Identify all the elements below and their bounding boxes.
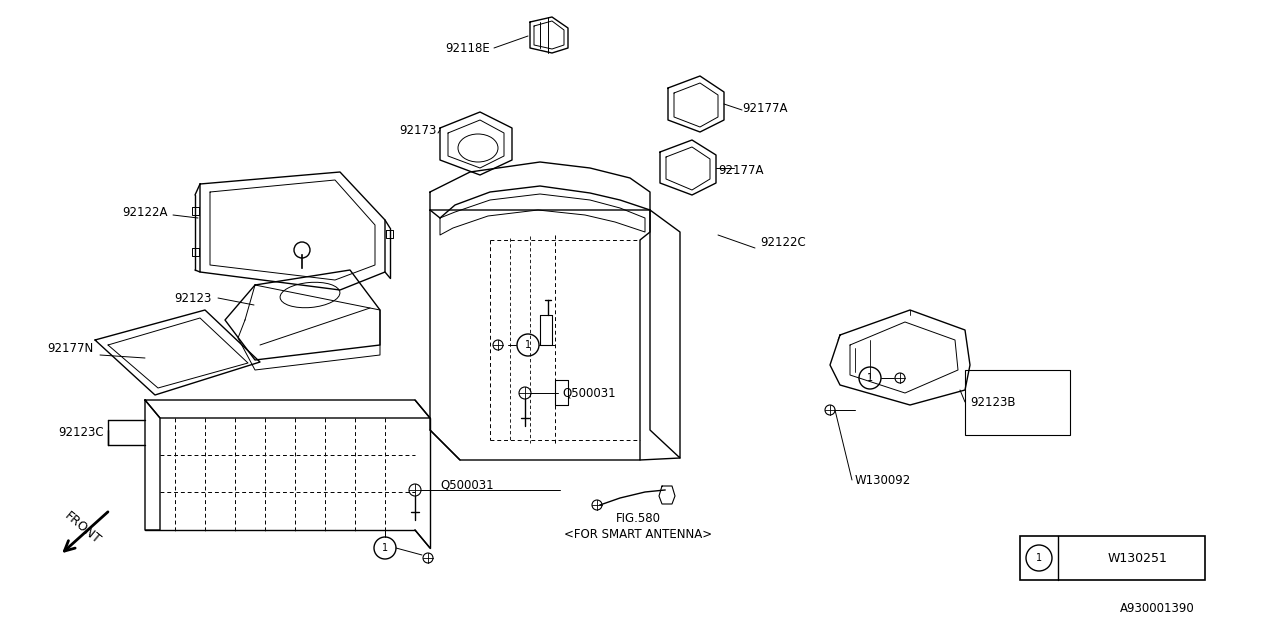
Bar xyxy=(1020,536,1204,580)
Text: W130251: W130251 xyxy=(1108,552,1167,564)
Text: 92122A: 92122A xyxy=(123,205,168,218)
Text: Q500031: Q500031 xyxy=(440,479,494,492)
Text: 92173: 92173 xyxy=(399,124,436,136)
Text: 92123C: 92123C xyxy=(59,426,104,438)
Text: 92122C: 92122C xyxy=(760,237,805,250)
Text: 1: 1 xyxy=(1036,553,1042,563)
Text: 92123B: 92123B xyxy=(970,396,1015,408)
Text: Q500031: Q500031 xyxy=(562,387,616,399)
Text: FIG.580: FIG.580 xyxy=(616,511,660,525)
Text: W130092: W130092 xyxy=(855,474,911,486)
Text: 92123: 92123 xyxy=(174,291,212,305)
Text: 92177A: 92177A xyxy=(718,163,763,177)
Text: A930001390: A930001390 xyxy=(1120,602,1196,614)
Text: 92177N: 92177N xyxy=(47,342,93,355)
Text: 1: 1 xyxy=(867,373,873,383)
Bar xyxy=(965,370,1070,435)
Text: FRONT: FRONT xyxy=(61,509,102,547)
Text: 92118E: 92118E xyxy=(445,42,490,54)
Text: 92177A: 92177A xyxy=(742,102,787,115)
Text: <FOR SMART ANTENNA>: <FOR SMART ANTENNA> xyxy=(564,527,712,541)
Text: 1: 1 xyxy=(381,543,388,553)
Text: 1: 1 xyxy=(525,340,531,350)
